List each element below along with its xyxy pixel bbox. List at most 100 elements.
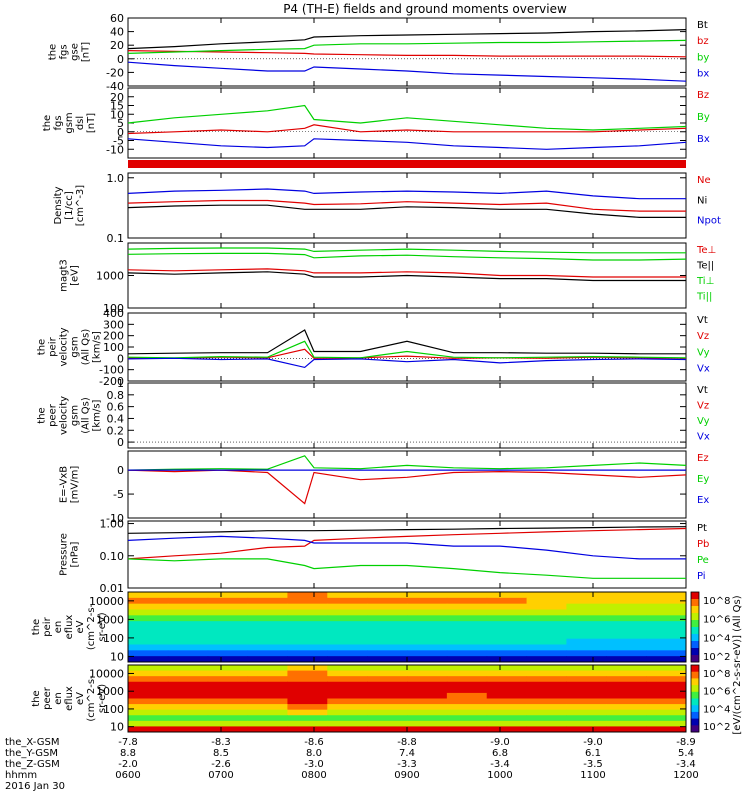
y-axis-label: gsm bbox=[70, 336, 81, 357]
y-tick-label: 100 bbox=[103, 632, 124, 645]
colorbar-label: [eV/(cm^2-s-sr-eV)] (All Qs) bbox=[732, 595, 743, 734]
heatmap-cell bbox=[367, 656, 408, 663]
heatmap-cell bbox=[287, 698, 328, 705]
heatmap-cell bbox=[367, 676, 408, 683]
heatmap-cell bbox=[446, 676, 488, 683]
y-axis-label: the bbox=[42, 115, 53, 131]
heatmap-cell bbox=[327, 609, 368, 616]
y-tick-label: 0 bbox=[117, 464, 124, 477]
heatmap-cell bbox=[446, 670, 488, 677]
heatmap-cell bbox=[446, 665, 488, 672]
heatmap-cell bbox=[167, 687, 209, 694]
legend-entry: Pt bbox=[697, 523, 707, 534]
heatmap-cell bbox=[526, 615, 567, 622]
x-row-value: -9.0 bbox=[583, 737, 603, 748]
x-row-label: the_X-GSM bbox=[5, 737, 59, 748]
heatmap-cell bbox=[566, 609, 607, 616]
y-tick-label: 0.8 bbox=[107, 389, 125, 402]
heatmap-cell bbox=[207, 715, 249, 722]
heatmap-cell bbox=[526, 715, 567, 722]
y-axis-label: [nPa] bbox=[70, 541, 81, 567]
heatmap-cell bbox=[287, 720, 328, 727]
y-tick-label: 15 bbox=[110, 100, 124, 113]
heatmap-cell bbox=[446, 704, 488, 711]
legend-entry: By bbox=[697, 112, 710, 123]
y-axis-label: gsm bbox=[70, 405, 81, 426]
heatmap-cell bbox=[167, 609, 209, 616]
heatmap-cell bbox=[446, 681, 488, 688]
heatmap-cell bbox=[526, 704, 567, 711]
heatmap-cell bbox=[287, 632, 328, 640]
heatmap-cell bbox=[247, 676, 288, 683]
series-line-Bt bbox=[127, 29, 687, 50]
heatmap-cell bbox=[367, 638, 408, 645]
y-tick-label: 0.6 bbox=[107, 401, 125, 414]
colorbar-swatch bbox=[691, 592, 699, 600]
y-tick-label: 1.00 bbox=[100, 518, 125, 531]
heatmap-cell bbox=[566, 715, 607, 722]
x-row-value: 8.5 bbox=[213, 748, 229, 759]
heatmap-cell bbox=[526, 665, 567, 672]
series-line-Pt bbox=[127, 526, 687, 534]
y-axis-label: peer bbox=[48, 403, 59, 427]
heatmap-cell bbox=[247, 698, 288, 705]
heatmap-cell bbox=[287, 638, 328, 645]
heatmap-cell bbox=[287, 603, 328, 610]
series-line-Ez bbox=[127, 469, 687, 505]
y-tick-label: 1000 bbox=[96, 613, 124, 626]
heatmap-cell bbox=[646, 676, 687, 683]
x-row-value: 0800 bbox=[301, 770, 326, 781]
heatmap-cell bbox=[367, 704, 408, 711]
heatmap-cell bbox=[486, 681, 528, 688]
series-line-Bz bbox=[127, 124, 687, 135]
heatmap-cell bbox=[606, 621, 647, 628]
panel-6: 0 -5 -10 E=-VxB [mV/m] Ez Ey Ex bbox=[59, 450, 709, 525]
heatmap-cell bbox=[367, 670, 408, 677]
heatmap-cell bbox=[167, 715, 209, 722]
heatmap-cell bbox=[327, 704, 368, 711]
colorbar-tick-label: 10^2 bbox=[703, 652, 730, 663]
heatmap-cell bbox=[526, 638, 567, 645]
heatmap-cell bbox=[526, 650, 567, 657]
heatmap-cell bbox=[407, 715, 448, 722]
heatmap-cell bbox=[486, 632, 528, 640]
heatmap-cell bbox=[446, 650, 488, 657]
heatmap-cell bbox=[646, 698, 687, 705]
heatmap-cell bbox=[167, 698, 209, 705]
heatmap-cell bbox=[207, 638, 249, 645]
heatmap-cell bbox=[566, 592, 607, 599]
y-tick-label: 10 bbox=[110, 108, 124, 121]
heatmap-cell bbox=[167, 726, 209, 733]
heatmap-cell bbox=[407, 644, 448, 651]
legend-entry: Pb bbox=[697, 539, 709, 550]
heatmap-cell bbox=[207, 632, 249, 640]
heatmap-cell bbox=[446, 726, 488, 733]
heatmap-cell bbox=[207, 720, 249, 727]
heatmap-cell bbox=[526, 597, 567, 605]
colorbar-swatch bbox=[691, 613, 699, 621]
heatmap-cell bbox=[367, 681, 408, 688]
heatmap-cell bbox=[566, 676, 607, 683]
series-line-by bbox=[127, 39, 687, 54]
y-tick-label: 400 bbox=[103, 307, 124, 320]
colorbar-tick-label: 10^4 bbox=[703, 633, 730, 644]
heatmap-cell bbox=[606, 603, 647, 610]
heatmap-cell bbox=[566, 709, 607, 716]
y-axis-label: the bbox=[37, 339, 48, 355]
heatmap-cell bbox=[486, 597, 528, 605]
heatmap-cell bbox=[367, 687, 408, 694]
heatmap-cell bbox=[486, 698, 528, 705]
y-tick-label: 10000 bbox=[89, 667, 124, 680]
heatmap-cell bbox=[446, 687, 488, 694]
heatmap-cell bbox=[207, 603, 249, 610]
heatmap-cell bbox=[606, 615, 647, 622]
heatmap-cell bbox=[207, 665, 249, 672]
y-tick-label: -5 bbox=[113, 488, 124, 501]
heatmap-cell bbox=[367, 709, 408, 716]
heatmap-cell bbox=[327, 615, 368, 622]
heatmap-cell bbox=[566, 692, 607, 699]
heatmap-cell bbox=[167, 709, 209, 716]
heatmap-cell bbox=[446, 592, 488, 599]
